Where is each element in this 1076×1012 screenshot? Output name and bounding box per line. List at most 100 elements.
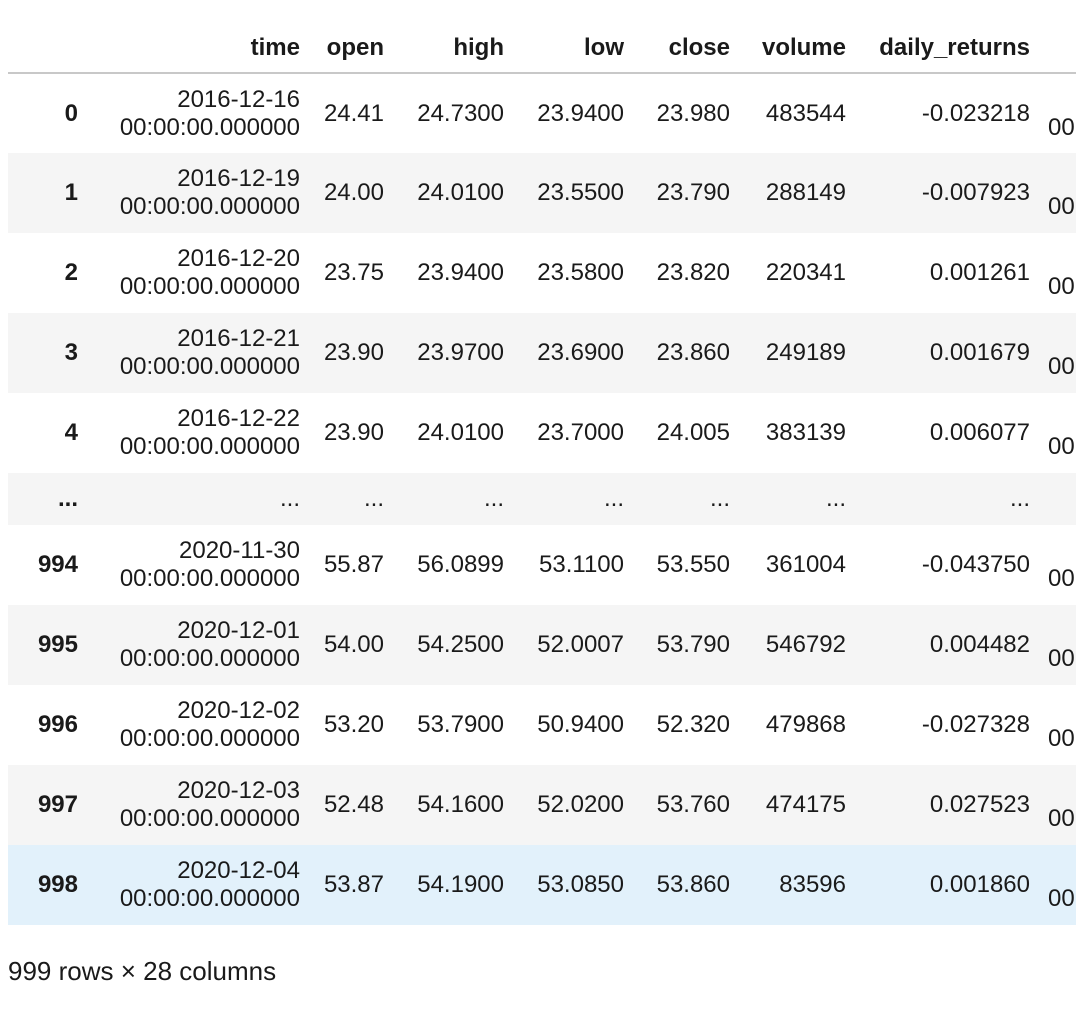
cell-low: 52.0200: [537, 791, 624, 818]
dataframe-output: time open high low close volume daily_re…: [8, 24, 1076, 925]
table-row: 995 2020-12-01 00:00:00.000000 54.00 54.2500…: [8, 605, 1076, 685]
cell-open: 23.90: [323, 339, 384, 366]
cell-open: 24.00: [323, 179, 384, 206]
cell-close: 23.980: [656, 99, 730, 127]
cell-truncated: 00: [1038, 233, 1076, 313]
cell-time: 2016-12-20 00:00:00.000000: [86, 233, 308, 313]
cell-high: 24.0100: [417, 419, 504, 446]
cell-high: 23.9700: [417, 339, 504, 366]
cell-daily-returns: 0.001860: [929, 871, 1030, 898]
cell-high: 23.9400: [417, 259, 504, 286]
table-body: 0 2016-12-16 00:00:00.000000 24.41 24.7300 23…: [8, 73, 1076, 925]
cell-time: 2020-12-03 00:00:00.000000: [86, 765, 308, 845]
cell-low: 23.5800: [537, 259, 624, 286]
cell-daily-returns: 0.004482: [929, 631, 1030, 658]
header-high: high: [392, 24, 512, 74]
row-index: 996: [37, 711, 78, 738]
cell-truncated-text: 00: [1048, 885, 1075, 912]
cell-volume: 474175: [765, 791, 846, 818]
cell-time: 2016-12-16 00:00:00.000000: [86, 73, 308, 153]
cell-volume: 83596: [779, 871, 846, 898]
cell-close: 53.790: [656, 631, 730, 658]
cell-time-clock: 00:00:00.000000: [119, 273, 300, 300]
ellipsis-row: ........................: [8, 473, 1076, 525]
cell-daily-returns: -0.007923: [921, 179, 1030, 206]
dataframe-table: time open high low close volume daily_re…: [8, 24, 1076, 925]
row-index: 0: [64, 99, 78, 127]
row-index: 4: [64, 419, 78, 446]
cell-time: 2020-12-04 00:00:00.000000: [86, 845, 308, 925]
cell-time-date: 2016-12-16: [177, 85, 300, 113]
row-index: 997: [37, 791, 78, 818]
row-index: 1: [64, 179, 78, 206]
cell-volume: 483544: [765, 99, 846, 127]
cell-daily-returns: -0.027328: [921, 711, 1030, 738]
table-row: 998 2020-12-04 00:00:00.000000 53.87 54.1900…: [8, 845, 1076, 925]
table-row: 1 2016-12-19 00:00:00.000000 24.00 24.0100 23…: [8, 153, 1076, 233]
cell-close: 52.320: [656, 711, 730, 738]
cell-time-date: 2020-12-03: [177, 777, 300, 804]
cell-truncated-text: 00: [1048, 645, 1075, 672]
cell-open: 52.48: [323, 791, 384, 818]
cell-volume: 383139: [765, 419, 846, 446]
cell-volume: 220341: [765, 259, 846, 286]
row-index: 995: [37, 631, 78, 658]
cell-truncated: 00: [1038, 605, 1076, 685]
cell-daily-returns: ...: [1009, 485, 1030, 512]
cell-low: 23.7000: [537, 419, 624, 446]
header-daily-returns: daily_returns: [854, 24, 1038, 74]
cell-daily-returns: 0.027523: [929, 791, 1030, 818]
cell-low: 23.9400: [537, 99, 624, 127]
cell-time-clock: 00:00:00.000000: [119, 805, 300, 832]
cell-time: 2016-12-22 00:00:00.000000: [86, 393, 308, 473]
cell-high: 24.0100: [417, 179, 504, 206]
cell-volume: 288149: [765, 179, 846, 206]
cell-volume: ...: [825, 485, 846, 512]
cell-close: 23.790: [656, 179, 730, 206]
cell-truncated-text: 00: [1048, 353, 1075, 380]
cell-open: 24.41: [323, 99, 384, 127]
cell-open: 54.00: [323, 631, 384, 658]
header-time: time: [86, 24, 308, 74]
cell-time: 2016-12-21 00:00:00.000000: [86, 313, 308, 393]
cell-low: 52.0007: [537, 631, 624, 658]
cell-time-clock: 00:00:00.000000: [119, 193, 300, 220]
cell-truncated: 00: [1038, 153, 1076, 233]
cell-time-date: 2016-12-22: [177, 405, 300, 432]
cell-time-date: 2020-11-30: [179, 537, 300, 564]
cell-high: 53.7900: [417, 711, 504, 738]
header-volume: volume: [738, 24, 854, 74]
table-row: 0 2016-12-16 00:00:00.000000 24.41 24.7300 23…: [8, 73, 1076, 153]
cell-truncated-text: 00: [1048, 805, 1075, 832]
cell-time-date: 2020-12-01: [177, 617, 300, 644]
cell-low: 53.1100: [539, 551, 624, 578]
cell-high: ...: [483, 485, 504, 512]
table-row: 2 2016-12-20 00:00:00.000000 23.75 23.9400 23…: [8, 233, 1076, 313]
cell-volume: 249189: [765, 339, 846, 366]
cell-time-clock: 00:00:00.000000: [119, 645, 300, 672]
cell-time-date: 2020-12-04: [177, 857, 300, 884]
row-index: 2: [64, 259, 78, 286]
cell-close: 53.860: [656, 871, 730, 898]
header-open: open: [308, 24, 392, 74]
cell-open: 55.87: [323, 551, 384, 578]
header-index: [8, 24, 86, 74]
table-row: 4 2016-12-22 00:00:00.000000 23.90 24.0100 23…: [8, 393, 1076, 473]
cell-high: 24.7300: [417, 99, 504, 127]
cell-time-date: 2016-12-21: [177, 325, 300, 352]
cell-high: 54.1900: [417, 871, 504, 898]
cell-time: 2020-11-30 00:00:00.000000: [86, 525, 308, 605]
cell-daily-returns: -0.023218: [921, 99, 1030, 127]
cell-volume: 546792: [765, 631, 846, 658]
cell-time-clock: 00:00:00.000000: [119, 433, 300, 460]
cell-time-clock: 00:00:00.000000: [119, 113, 300, 141]
cell-low: 53.0850: [537, 871, 624, 898]
cell-close: 24.005: [656, 419, 730, 446]
cell-close: ...: [709, 485, 730, 512]
cell-volume: 361004: [765, 551, 846, 578]
cell-daily-returns: 0.006077: [929, 419, 1030, 446]
cell-close: 53.550: [656, 551, 730, 578]
cell-daily-returns: 0.001679: [929, 339, 1030, 366]
cell-time: 2016-12-19 00:00:00.000000: [86, 153, 308, 233]
cell-daily-returns: 0.001261: [929, 259, 1030, 286]
